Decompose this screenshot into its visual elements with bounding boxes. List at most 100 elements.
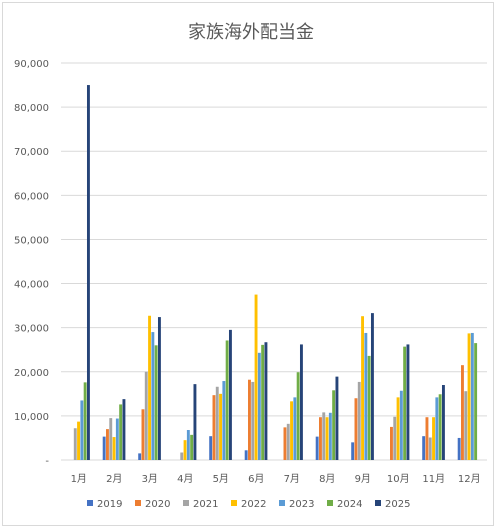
bar-2025-6 — [264, 342, 268, 460]
bar-2024-6 — [261, 344, 265, 460]
legend-swatch — [375, 500, 381, 506]
bar-2024-8 — [332, 390, 336, 460]
bar-2022-3 — [148, 315, 151, 460]
bar-2024-3 — [154, 345, 158, 460]
bar-2022-9 — [361, 316, 364, 460]
bar-2025-7 — [299, 344, 303, 460]
bar-2019-6 — [244, 450, 248, 460]
legend-swatch — [87, 500, 93, 506]
bar-2023-12 — [470, 332, 474, 460]
bar-2024-9 — [367, 355, 371, 460]
x-tick-label: 8月 — [319, 473, 335, 485]
legend-swatch — [327, 500, 333, 506]
x-tick-label: 4月 — [177, 473, 193, 485]
bar-2020-12 — [461, 365, 464, 460]
y-tick-label: 10,000 — [14, 412, 49, 423]
legend-label: 2022 — [241, 499, 266, 510]
legend-label: 2021 — [193, 499, 218, 510]
bar-2023-2 — [115, 418, 119, 460]
bar-2025-10 — [406, 344, 410, 460]
legend-label: 2020 — [145, 499, 170, 510]
bar-2022-2 — [112, 437, 116, 460]
legend-swatch — [279, 500, 285, 506]
y-tick-label: - — [45, 456, 49, 467]
x-tick-label: 11月 — [422, 473, 445, 485]
bar-2023-4 — [186, 430, 190, 460]
bar-2021-1 — [73, 428, 77, 460]
chart-frame: 家族海外配当金 - 10,000 20,000 30,000 40,000 50,000 6… — [2, 2, 494, 526]
bar-2019-5 — [209, 436, 213, 460]
y-tick-label: 30,000 — [14, 324, 49, 335]
bar-2024-4 — [190, 434, 194, 460]
bar-2023-8 — [328, 412, 332, 460]
bar-2024-1 — [83, 382, 87, 460]
bar-2023-6 — [257, 352, 261, 460]
bar-2025-5 — [228, 329, 232, 460]
legend-label: 2024 — [337, 499, 362, 510]
y-tick-label: 20,000 — [14, 368, 49, 379]
bar-2024-2 — [119, 404, 123, 460]
bar-2021-3 — [144, 371, 148, 460]
bar-2024-12 — [474, 343, 478, 460]
bar-2025-4 — [193, 384, 197, 460]
legend-label: 2019 — [97, 499, 122, 510]
x-tick-label: 3月 — [142, 473, 158, 485]
bar-2023-5 — [222, 381, 226, 460]
bar-2019-2 — [102, 436, 106, 460]
bar-2023-11 — [435, 397, 439, 460]
bar-2019-8 — [315, 436, 319, 460]
bar-2023-3 — [151, 332, 155, 460]
bar-2020-5 — [212, 395, 216, 460]
bar-2022-8 — [325, 417, 329, 460]
bar-2021-10 — [393, 416, 397, 460]
legend-label: 2025 — [385, 499, 410, 510]
bar-2020-2 — [106, 429, 109, 460]
bar-2025-8 — [335, 376, 339, 460]
chart-svg: 家族海外配当金 - 10,000 20,000 30,000 40,000 50,000 6… — [14, 22, 487, 510]
x-axis-ticks: 1月 2月 3月 4月 5月 6月 7月 8月 9月 10月 11月 12月 — [71, 473, 481, 485]
bars — [73, 85, 478, 461]
bar-2019-12 — [457, 437, 461, 460]
bar-2020-11 — [425, 417, 429, 460]
x-tick-label: 9月 — [355, 473, 371, 485]
bar-2025-2 — [122, 399, 126, 460]
bar-2024-10 — [403, 346, 407, 460]
bar-2025-11 — [441, 385, 445, 460]
bar-2021-9 — [357, 381, 361, 460]
bar-2024-11 — [438, 394, 442, 460]
bar-2023-9 — [364, 332, 368, 460]
chart-title: 家族海外配当金 — [188, 22, 314, 43]
bar-2021-8 — [322, 412, 326, 460]
x-tick-label: 5月 — [213, 473, 229, 485]
x-tick-label: 2月 — [106, 473, 122, 485]
bar-2022-1 — [77, 421, 80, 460]
bar-2025-9 — [370, 313, 374, 460]
legend-swatch — [135, 500, 141, 506]
bar-2020-10 — [390, 426, 393, 460]
y-axis-ticks: - 10,000 20,000 30,000 40,000 50,000 60,000 70,… — [14, 59, 49, 467]
bar-2022-6 — [254, 294, 258, 460]
bar-2021-2 — [109, 418, 113, 460]
legend-swatch — [231, 500, 237, 506]
bar-2019-11 — [422, 436, 426, 460]
bar-2021-5 — [215, 386, 219, 460]
y-tick-label: 40,000 — [14, 280, 49, 291]
x-tick-label: 1月 — [71, 473, 87, 485]
gridlines — [61, 62, 487, 461]
bar-2025-1 — [86, 85, 90, 461]
bar-2019-9 — [351, 442, 355, 460]
bar-2020-3 — [141, 409, 145, 460]
y-tick-label: 50,000 — [14, 235, 49, 246]
legend-label: 2023 — [289, 499, 314, 510]
bar-2021-7 — [286, 423, 290, 460]
bar-2022-10 — [396, 397, 400, 460]
bar-2021-6 — [251, 381, 255, 460]
bar-2022-12 — [467, 333, 471, 460]
bar-2024-5 — [225, 340, 229, 460]
x-tick-label: 12月 — [458, 473, 481, 485]
bar-2021-4 — [180, 452, 184, 460]
bar-2023-1 — [80, 400, 84, 460]
bar-2019-3 — [138, 453, 142, 460]
x-tick-label: 10月 — [387, 473, 410, 485]
bar-2021-11 — [428, 437, 432, 460]
